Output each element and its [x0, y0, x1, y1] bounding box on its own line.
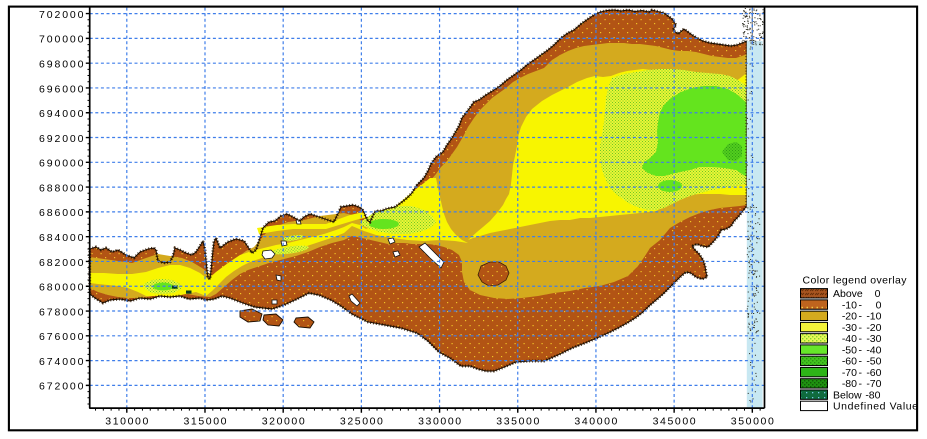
svg-text:684000: 684000: [39, 232, 84, 244]
svg-text:688000: 688000: [39, 182, 84, 194]
svg-text:Below: Below: [833, 389, 862, 401]
svg-text:310000: 310000: [105, 416, 148, 428]
svg-text:-60: -60: [866, 367, 881, 379]
svg-text:698000: 698000: [39, 59, 84, 71]
svg-text:350000: 350000: [731, 416, 774, 428]
svg-text:690000: 690000: [39, 158, 84, 170]
svg-text:-70: -70: [842, 367, 857, 379]
svg-text:320000: 320000: [262, 416, 305, 428]
svg-text:-: -: [859, 322, 863, 334]
svg-text:-80: -80: [865, 389, 880, 401]
svg-text:-10: -10: [866, 311, 881, 323]
svg-text:-20: -20: [866, 322, 881, 334]
svg-text:-60: -60: [842, 356, 857, 368]
svg-text:680000: 680000: [39, 282, 84, 294]
svg-text:0: 0: [876, 299, 882, 311]
svg-text:-50: -50: [866, 356, 881, 368]
svg-text:Above: Above: [833, 288, 863, 300]
svg-text:696000: 696000: [39, 83, 84, 95]
svg-text:-: -: [859, 367, 863, 379]
svg-text:-: -: [859, 333, 863, 345]
svg-text:-20: -20: [842, 311, 857, 323]
svg-text:325000: 325000: [340, 416, 383, 428]
svg-text:-40: -40: [866, 344, 881, 356]
svg-text:-80: -80: [842, 378, 857, 390]
svg-text:-: -: [859, 311, 863, 323]
svg-text:700000: 700000: [39, 34, 84, 46]
svg-text:340000: 340000: [574, 416, 617, 428]
svg-text:345000: 345000: [653, 416, 696, 428]
svg-text:330000: 330000: [418, 416, 461, 428]
svg-text:315000: 315000: [184, 416, 227, 428]
svg-text:-: -: [859, 344, 863, 356]
svg-text:-30: -30: [842, 322, 857, 334]
svg-text:-: -: [859, 356, 863, 368]
svg-text:-: -: [859, 378, 863, 390]
svg-text:702000: 702000: [39, 9, 84, 21]
svg-text:Color legend overlay: Color legend overlay: [803, 275, 908, 287]
svg-text:-50: -50: [842, 344, 857, 356]
svg-text:676000: 676000: [39, 331, 84, 343]
svg-text:Undefined Value: Undefined Value: [833, 401, 918, 413]
svg-text:678000: 678000: [39, 306, 84, 318]
svg-text:-10: -10: [842, 299, 857, 311]
svg-text:-: -: [859, 299, 863, 311]
svg-text:686000: 686000: [39, 207, 84, 219]
svg-text:0: 0: [875, 288, 881, 300]
svg-text:-30: -30: [866, 333, 881, 345]
svg-text:694000: 694000: [39, 108, 84, 120]
svg-text:682000: 682000: [39, 257, 84, 269]
svg-text:672000: 672000: [39, 381, 84, 393]
svg-text:692000: 692000: [39, 133, 84, 145]
svg-text:335000: 335000: [496, 416, 539, 428]
svg-text:-70: -70: [866, 378, 881, 390]
svg-text:-40: -40: [842, 333, 857, 345]
svg-text:674000: 674000: [39, 356, 84, 368]
